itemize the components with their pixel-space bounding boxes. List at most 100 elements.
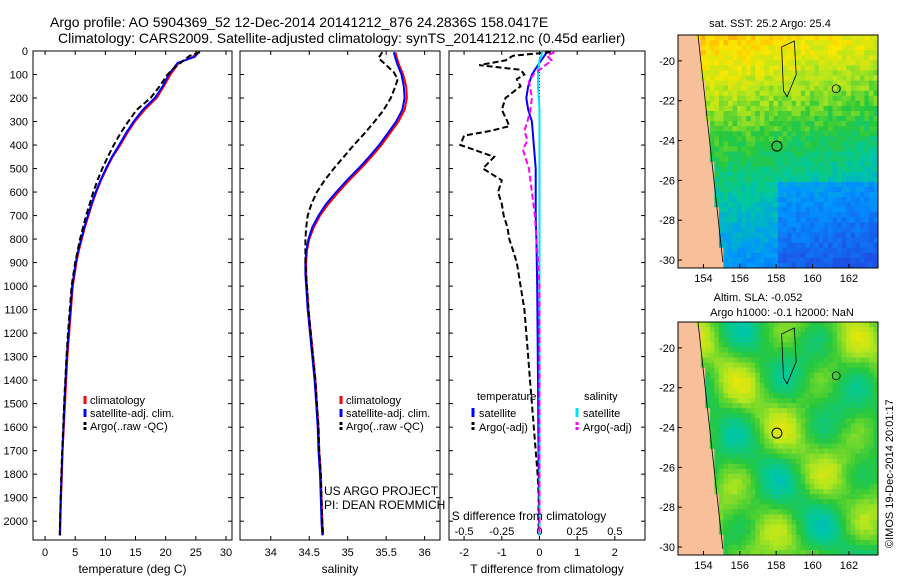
map-cell [782,100,788,107]
map-cell [705,549,711,556]
map-cell [737,156,743,163]
map-cell [855,382,861,389]
map-cell [768,237,774,244]
map-cell [691,458,697,465]
map-cell [791,418,797,424]
map-cell [709,136,715,142]
map-cell [714,105,720,112]
map-cell [846,55,852,61]
map-cell [709,192,715,198]
map-cell [746,242,752,249]
map-cell [687,322,693,328]
map-cell [773,539,779,546]
map-cell [705,60,711,66]
map-cell [755,262,761,269]
map-cell [814,529,820,536]
map-cell [828,136,833,142]
map-cell [678,438,683,444]
map-cell [755,227,761,233]
map-cell [741,544,747,551]
map-cell [773,80,779,87]
map-cell [859,45,865,51]
map-cell [723,121,729,127]
map-cell [737,484,743,490]
map-cell [814,484,820,490]
map-cell [759,463,765,470]
map-cell [750,494,756,500]
map-cell [823,70,829,76]
map-cell [687,433,693,439]
map-cell [732,413,738,419]
map-cell [759,45,765,51]
map-cell [782,161,788,168]
map-cell [809,100,815,107]
plot-frame [239,50,441,541]
map-cell [800,110,806,117]
map-cell [714,192,720,198]
map-cell [759,322,765,328]
map-cell [768,509,774,515]
map-cell [873,131,879,137]
map-cell [687,327,693,333]
map-cell [782,322,788,328]
map-cell [682,463,688,470]
map-cell [755,524,761,531]
map-cell [818,403,824,409]
map-cell [796,342,802,348]
map-cell [859,100,865,107]
map-cell [855,357,861,363]
map-cell [846,45,852,51]
map-cell [855,443,861,450]
map-cell [864,372,870,379]
map-cell [814,347,820,353]
map-cell [805,489,811,495]
map-cell [837,161,843,168]
map-cell [705,181,711,188]
map-cell [714,110,720,117]
map-cell [791,494,797,500]
argo-position-marker [771,427,783,439]
map-cell [768,105,774,112]
map-cell [705,342,711,348]
map-cell [800,362,806,368]
map-cell [855,222,861,228]
map-cell [823,217,829,223]
map-cell [709,494,715,500]
map-cell [678,473,683,480]
map-cell [691,95,697,102]
map-cell [718,202,724,208]
map-cell [768,347,774,353]
map-cell [850,156,856,163]
map-cell [709,413,715,419]
map-cell [678,252,683,259]
map-cell [855,55,861,61]
map-cell [823,504,829,510]
map-cell [873,332,879,338]
map-cell [796,262,802,269]
map-cell [709,347,715,353]
map-cell [746,463,752,470]
map-cell [841,50,847,56]
map-cell [828,458,833,465]
map-cell [864,95,870,102]
map-cell [841,136,847,142]
map-cell [750,176,756,183]
map-cell [846,197,852,203]
map-cell [737,494,743,500]
map-cell [709,105,715,112]
map-cell [791,539,797,546]
map-cell [800,171,806,178]
map-cell [759,397,765,404]
map-cell [850,484,856,490]
map-cell [723,372,729,379]
map-cell [709,544,715,551]
map-cell [746,367,752,374]
map-cell [768,377,774,384]
map-cell [768,156,774,163]
map-cell [728,186,733,193]
map-cell [782,433,788,439]
map-cell [678,186,683,193]
map-cell [873,438,879,444]
map-cell [837,372,843,379]
map-cell [778,141,783,147]
